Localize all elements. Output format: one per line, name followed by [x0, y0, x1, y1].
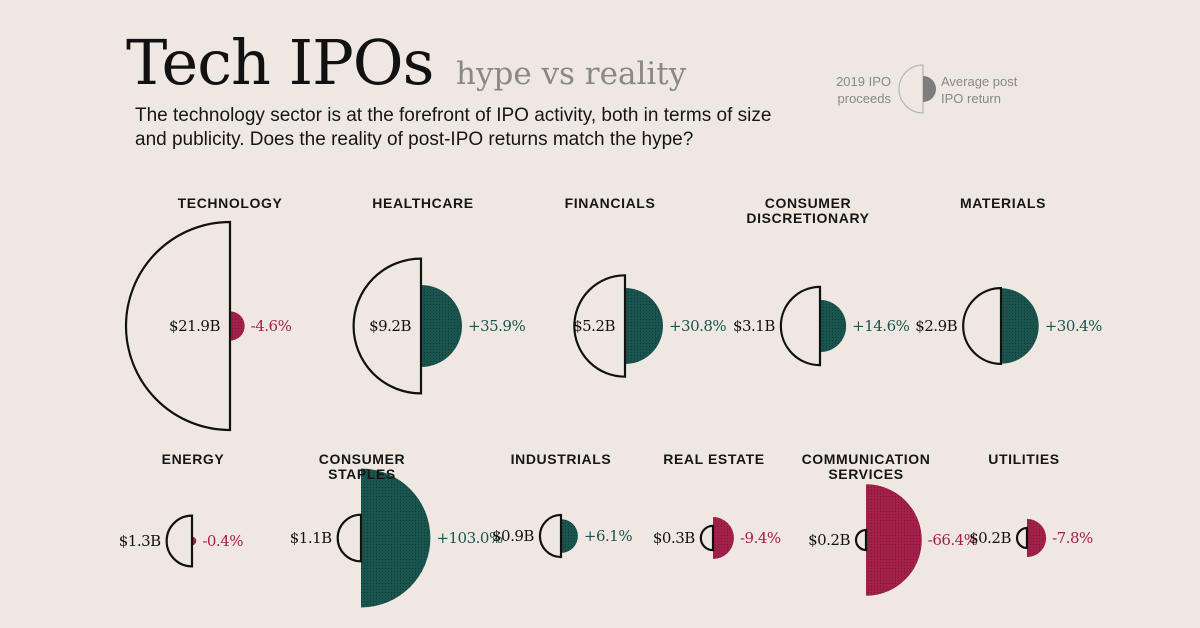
proceeds-label-consumer-discretionary: $3.1B [733, 317, 775, 335]
sector-label-consumer-discretionary: DISCRETIONARY [746, 210, 869, 226]
sector-materials: MATERIALS $2.9B +30.4% [915, 195, 1103, 365]
sector-technology: TECHNOLOGY $21.9B -4.6% [124, 195, 292, 432]
sector-label-energy: ENERGY [162, 451, 225, 467]
sector-label-real-estate: REAL ESTATE [663, 451, 765, 467]
sector-label-materials: MATERIALS [960, 195, 1046, 211]
proceeds-half-real-estate [699, 524, 715, 552]
sector-label-technology: TECHNOLOGY [178, 195, 283, 211]
proceeds-half-industrials [538, 513, 563, 559]
proceeds-half-utilities [1015, 526, 1029, 550]
sector-real-estate: REAL ESTATE $0.3B -9.4% [653, 451, 781, 559]
legend-return-label: Average post IPO return [941, 74, 1018, 106]
proceeds-label-energy: $1.3B [119, 532, 161, 550]
proceeds-label-utilities: $0.2B [969, 529, 1011, 547]
legend-proceeds-half [898, 64, 924, 114]
return-half-communication-services [866, 484, 922, 596]
return-half-financials [625, 288, 663, 364]
return-label-technology: -4.6% [251, 317, 292, 335]
return-half-technology [230, 311, 245, 341]
return-label-energy: -0.4% [202, 532, 243, 550]
proceeds-label-technology: $21.9B [169, 317, 220, 335]
chart-subtitle: hype vs reality [456, 56, 687, 92]
return-half-healthcare [421, 285, 462, 367]
return-label-communication-services: -66.4% [928, 531, 978, 549]
chart-description: The technology sector is at the forefron… [135, 105, 772, 150]
proceeds-label-industrials: $0.9B [492, 527, 534, 545]
sector-energy: ENERGY $1.3B -0.4% [119, 451, 244, 568]
proceeds-half-financials [573, 274, 627, 378]
legend-icon [898, 64, 936, 114]
return-label-consumer-staples: +103.0% [436, 529, 503, 547]
return-label-materials: +30.4% [1045, 317, 1102, 335]
sector-label-communication-services: SERVICES [828, 466, 903, 482]
return-half-consumer-discretionary [820, 299, 847, 353]
proceeds-label-materials: $2.9B [915, 317, 957, 335]
sector-label-consumer-discretionary: CONSUMER [765, 195, 851, 211]
proceeds-label-consumer-staples: $1.1B [290, 529, 332, 547]
proceeds-half-consumer-staples [336, 513, 363, 563]
sector-label-consumer-staples: CONSUMER [319, 451, 405, 467]
sector-label-consumer-staples: STAPLES [328, 466, 396, 482]
sector-healthcare: HEALTHCARE $9.2B +35.9% [352, 195, 526, 395]
return-label-utilities: -7.8% [1052, 529, 1093, 547]
proceeds-half-technology [124, 220, 232, 432]
sector-utilities: UTILITIES $0.2B -7.8% [969, 451, 1094, 558]
chart-title: Tech IPOs [126, 26, 434, 99]
return-label-financials: +30.8% [669, 317, 726, 335]
sector-industrials: INDUSTRIALS $0.9B +6.1% [492, 451, 633, 559]
proceeds-label-real-estate: $0.3B [653, 529, 695, 547]
return-half-utilities [1027, 518, 1047, 558]
return-half-industrials [561, 519, 578, 553]
proceeds-label-healthcare: $9.2B [369, 317, 411, 335]
return-label-consumer-discretionary: +14.6% [852, 317, 909, 335]
sector-label-healthcare: HEALTHCARE [372, 195, 473, 211]
proceeds-half-materials [962, 287, 1003, 365]
return-label-real-estate: -9.4% [740, 529, 781, 547]
sector-label-communication-services: COMMUNICATION [802, 451, 931, 467]
return-label-industrials: +6.1% [584, 527, 632, 545]
sector-label-financials: FINANCIALS [565, 195, 656, 211]
sector-label-utilities: UTILITIES [988, 451, 1060, 467]
return-half-consumer-staples [361, 468, 431, 608]
sector-label-industrials: INDUSTRIALS [511, 451, 612, 467]
proceeds-half-healthcare [352, 257, 423, 395]
sector-financials: FINANCIALS $5.2B +30.8% [565, 195, 727, 378]
proceeds-half-consumer-discretionary [779, 285, 822, 367]
sector-groups: TECHNOLOGY $21.9B -4.6% HEALTHCARE $9.2B +35.… [119, 195, 1103, 608]
return-half-materials [1001, 288, 1039, 364]
proceeds-label-financials: $5.2B [573, 317, 615, 335]
legend-proceeds-label: 2019 IPO proceeds [836, 74, 891, 106]
return-label-healthcare: +35.9% [468, 317, 525, 335]
proceeds-label-communication-services: $0.2B [808, 531, 850, 549]
proceeds-half-energy [165, 514, 194, 568]
legend-return-half [923, 76, 936, 102]
proceeds-half-communication-services [854, 528, 868, 552]
return-half-real-estate [713, 517, 734, 559]
